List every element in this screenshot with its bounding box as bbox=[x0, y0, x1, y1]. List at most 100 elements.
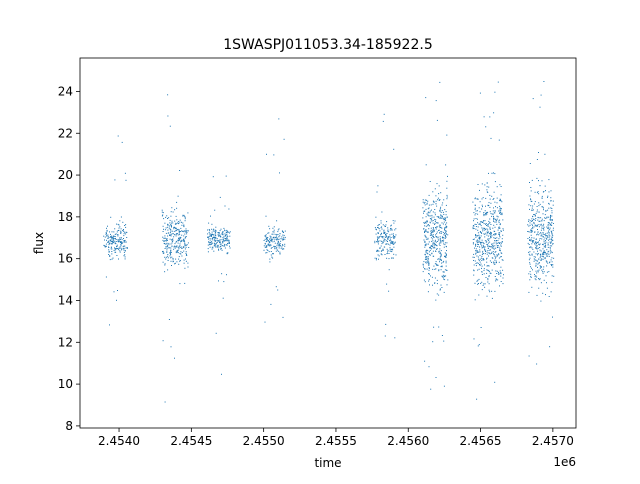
data-point bbox=[531, 286, 533, 288]
data-point bbox=[377, 227, 378, 228]
data-point bbox=[185, 231, 187, 233]
data-point bbox=[109, 259, 111, 261]
data-point bbox=[483, 246, 485, 248]
data-point bbox=[439, 245, 441, 246]
data-point bbox=[271, 256, 273, 258]
data-point bbox=[209, 241, 211, 243]
data-point bbox=[103, 235, 105, 237]
data-point bbox=[542, 206, 544, 208]
data-point bbox=[474, 207, 476, 209]
data-point bbox=[124, 258, 126, 260]
data-point bbox=[491, 297, 493, 299]
data-point bbox=[438, 243, 440, 245]
data-point bbox=[496, 237, 498, 239]
data-point bbox=[223, 227, 225, 229]
data-point bbox=[283, 238, 284, 240]
data-point bbox=[487, 245, 489, 247]
data-point bbox=[120, 216, 122, 218]
data-point bbox=[550, 242, 551, 244]
data-point bbox=[530, 277, 532, 278]
data-point bbox=[490, 213, 492, 215]
data-point bbox=[167, 245, 169, 247]
data-point bbox=[279, 251, 281, 253]
data-point bbox=[170, 215, 172, 217]
data-point bbox=[537, 191, 539, 193]
data-point bbox=[476, 210, 478, 212]
data-point bbox=[435, 234, 436, 236]
data-point bbox=[224, 235, 226, 237]
data-point bbox=[550, 250, 552, 252]
data-point bbox=[531, 231, 533, 233]
data-point bbox=[443, 246, 445, 248]
data-point bbox=[498, 220, 500, 222]
data-point bbox=[210, 215, 211, 217]
data-point bbox=[219, 234, 221, 236]
data-point bbox=[443, 234, 445, 236]
data-point bbox=[424, 235, 426, 237]
data-point bbox=[544, 214, 546, 216]
data-point bbox=[436, 279, 438, 281]
data-point bbox=[433, 201, 435, 203]
data-point bbox=[184, 233, 186, 235]
data-point bbox=[429, 221, 431, 223]
data-point bbox=[422, 201, 424, 203]
data-point bbox=[105, 232, 107, 234]
data-point bbox=[537, 242, 539, 244]
data-point bbox=[502, 269, 504, 271]
data-point bbox=[484, 286, 486, 288]
data-point bbox=[445, 245, 447, 247]
data-point bbox=[473, 264, 475, 266]
data-point bbox=[184, 216, 186, 218]
data-point bbox=[428, 241, 430, 243]
data-point bbox=[384, 225, 386, 227]
data-point bbox=[110, 243, 112, 245]
data-point bbox=[445, 211, 447, 213]
data-point bbox=[478, 294, 480, 296]
data-point bbox=[543, 228, 545, 230]
data-point bbox=[394, 337, 396, 339]
data-point bbox=[483, 233, 485, 235]
data-point bbox=[169, 233, 171, 235]
data-point bbox=[213, 228, 215, 230]
data-point bbox=[381, 240, 382, 242]
data-point bbox=[381, 226, 383, 228]
data-point bbox=[169, 247, 171, 249]
data-point bbox=[390, 242, 392, 244]
data-point bbox=[476, 280, 478, 282]
data-point bbox=[432, 250, 434, 252]
data-point bbox=[530, 231, 532, 233]
data-point bbox=[551, 234, 553, 236]
data-point bbox=[538, 262, 540, 264]
data-point bbox=[281, 246, 283, 248]
data-point bbox=[425, 261, 427, 263]
data-point bbox=[444, 227, 446, 229]
data-point bbox=[479, 238, 481, 240]
data-point bbox=[375, 233, 377, 235]
data-point bbox=[380, 233, 382, 235]
data-point bbox=[443, 221, 445, 223]
data-point bbox=[531, 207, 533, 209]
data-point bbox=[117, 290, 118, 291]
data-point bbox=[269, 245, 271, 247]
data-point bbox=[394, 241, 396, 243]
data-point bbox=[488, 255, 489, 257]
data-point bbox=[536, 224, 538, 226]
data-point bbox=[225, 239, 227, 241]
data-point bbox=[390, 225, 392, 227]
data-point bbox=[171, 241, 173, 242]
data-point bbox=[424, 258, 426, 260]
data-point bbox=[427, 211, 429, 213]
data-point bbox=[494, 276, 496, 277]
data-point bbox=[173, 248, 175, 250]
data-point bbox=[226, 252, 228, 254]
data-point bbox=[430, 231, 432, 233]
data-point bbox=[542, 236, 544, 238]
data-point bbox=[493, 172, 494, 174]
data-point bbox=[434, 214, 436, 216]
data-point bbox=[537, 271, 539, 273]
data-point bbox=[500, 186, 502, 187]
data-point bbox=[431, 240, 433, 242]
data-point bbox=[438, 270, 440, 272]
data-point bbox=[177, 251, 178, 253]
data-point bbox=[377, 232, 379, 234]
